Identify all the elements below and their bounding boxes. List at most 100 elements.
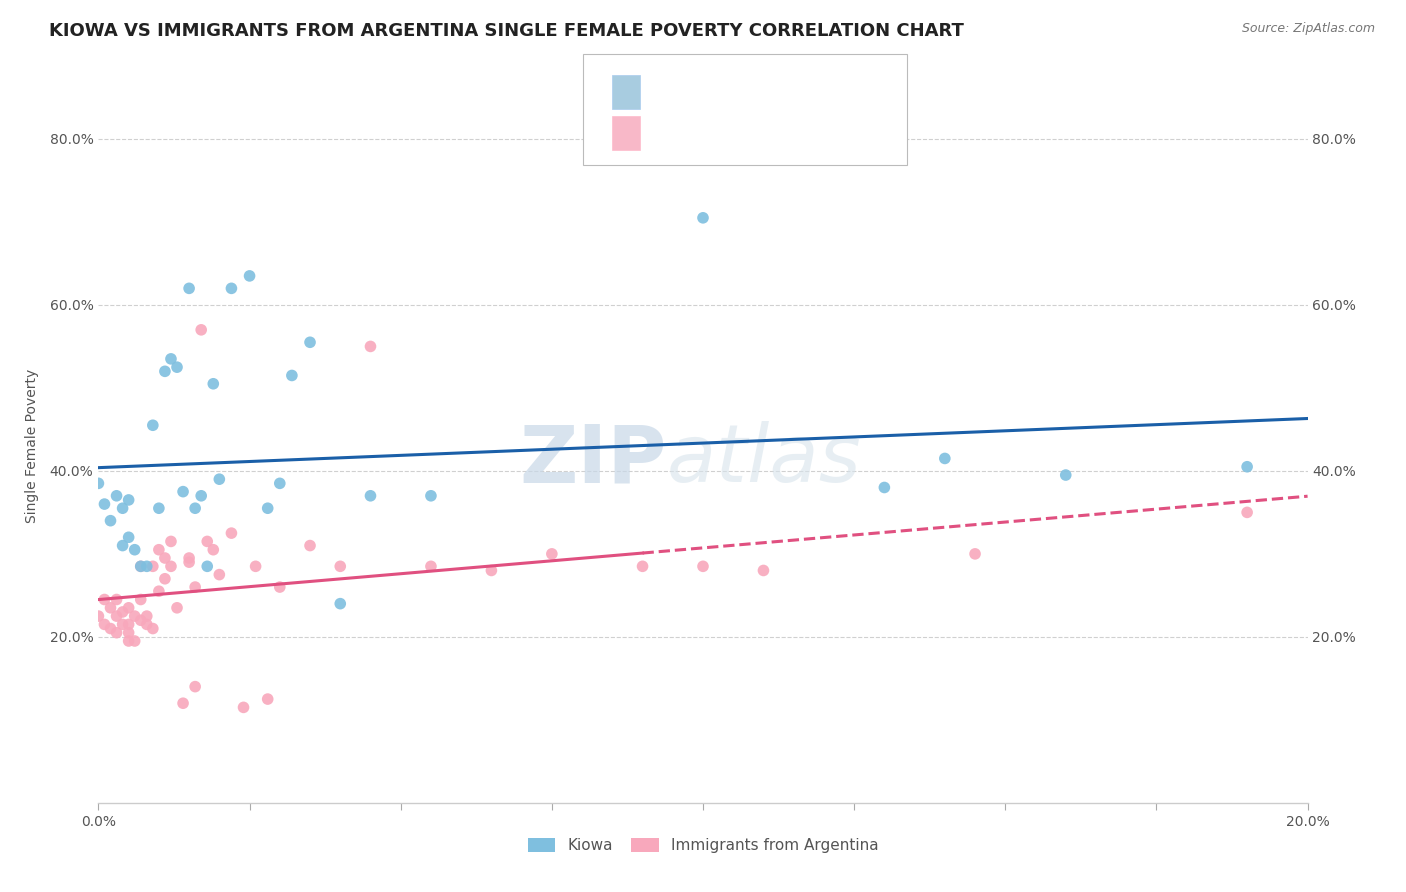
Text: N = 37: N = 37 [773, 83, 837, 101]
Text: N = 55: N = 55 [773, 124, 837, 142]
Point [172, 484, 194, 499]
Point [118, 617, 141, 632]
Point [135, 559, 157, 574]
Point [481, 564, 503, 578]
Point [118, 600, 141, 615]
Point [105, 489, 128, 503]
Point [87, 476, 110, 491]
Point [256, 692, 278, 706]
Point [540, 547, 562, 561]
Point [129, 592, 152, 607]
Point [148, 501, 170, 516]
Point [100, 622, 122, 636]
Point [100, 514, 122, 528]
Point [124, 634, 146, 648]
Text: Source: ZipAtlas.com: Source: ZipAtlas.com [1241, 22, 1375, 36]
Point [118, 530, 141, 544]
Point [100, 600, 122, 615]
Point [195, 559, 218, 574]
Point [179, 281, 201, 295]
Point [129, 613, 152, 627]
Point [360, 489, 382, 503]
Point [111, 501, 134, 516]
Point [184, 680, 207, 694]
Text: ZIP: ZIP [519, 421, 666, 500]
Point [124, 542, 146, 557]
Point [1054, 468, 1077, 483]
Point [208, 472, 231, 486]
Point [692, 559, 714, 574]
Point [93, 617, 115, 632]
Text: atlas: atlas [666, 421, 862, 500]
Point [221, 281, 243, 295]
Point [105, 592, 128, 607]
Legend: Kiowa, Immigrants from Argentina: Kiowa, Immigrants from Argentina [522, 832, 884, 859]
Point [934, 451, 956, 466]
Point [93, 592, 115, 607]
Point [360, 339, 382, 353]
Point [190, 323, 212, 337]
Point [631, 559, 654, 574]
Point [420, 489, 443, 503]
Point [329, 559, 352, 574]
Point [87, 609, 110, 624]
Point [124, 609, 146, 624]
Point [195, 534, 218, 549]
Point [179, 555, 201, 569]
Point [208, 567, 231, 582]
Point [118, 625, 141, 640]
Point [129, 559, 152, 574]
Point [172, 696, 194, 710]
Point [299, 335, 322, 350]
Point [179, 551, 201, 566]
Point [160, 534, 183, 549]
Point [142, 418, 165, 433]
Point [129, 559, 152, 574]
Point [142, 559, 165, 574]
Point [153, 551, 176, 566]
Text: R = 0.037: R = 0.037 [654, 83, 744, 101]
Point [105, 625, 128, 640]
Point [153, 364, 176, 378]
Text: R = 0.227: R = 0.227 [654, 124, 744, 142]
Point [239, 268, 262, 283]
Point [873, 481, 896, 495]
Point [166, 600, 188, 615]
Point [202, 542, 225, 557]
Point [1236, 459, 1258, 474]
Point [692, 211, 714, 225]
Point [221, 526, 243, 541]
Point [160, 351, 183, 366]
Point [420, 559, 443, 574]
Point [118, 492, 141, 507]
Point [965, 547, 987, 561]
Point [281, 368, 304, 383]
Point [142, 622, 165, 636]
Point [153, 572, 176, 586]
Point [93, 497, 115, 511]
Point [111, 617, 134, 632]
Point [111, 539, 134, 553]
Point [118, 634, 141, 648]
Point [1236, 505, 1258, 519]
Point [269, 476, 291, 491]
Point [160, 559, 183, 574]
Text: KIOWA VS IMMIGRANTS FROM ARGENTINA SINGLE FEMALE POVERTY CORRELATION CHART: KIOWA VS IMMIGRANTS FROM ARGENTINA SINGL… [49, 22, 965, 40]
Point [184, 580, 207, 594]
Point [245, 559, 267, 574]
Point [105, 609, 128, 624]
Y-axis label: Single Female Poverty: Single Female Poverty [24, 369, 38, 523]
Point [299, 539, 322, 553]
Point [111, 605, 134, 619]
Point [752, 564, 775, 578]
Point [190, 489, 212, 503]
Point [202, 376, 225, 391]
Point [148, 584, 170, 599]
Point [184, 501, 207, 516]
Point [166, 360, 188, 375]
Point [148, 542, 170, 557]
Point [329, 597, 352, 611]
Point [269, 580, 291, 594]
Point [135, 609, 157, 624]
Point [135, 617, 157, 632]
